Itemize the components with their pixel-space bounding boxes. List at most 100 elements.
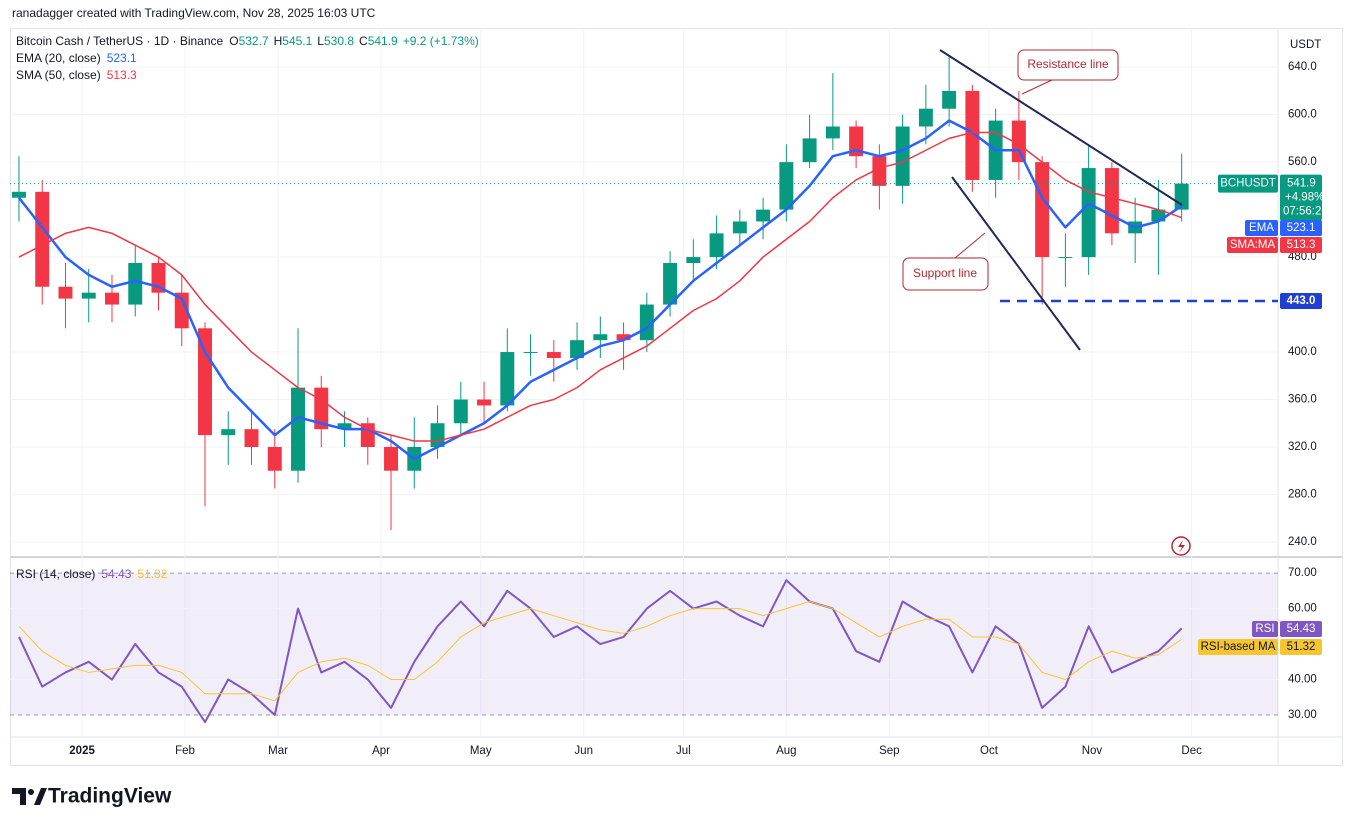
series-value-tag — [1280, 621, 1322, 637]
legend-value: 51.32 — [137, 567, 167, 581]
candle-body — [1174, 183, 1189, 210]
candle-body — [709, 233, 724, 258]
price-tag-change: +4.98% — [1285, 192, 1324, 204]
x-tick-label: Oct — [980, 745, 999, 757]
legend-value: 54.43 — [101, 567, 131, 581]
candle-body — [35, 191, 50, 287]
candle-body — [1081, 168, 1096, 258]
y-tick-label: 560.0 — [1288, 156, 1317, 168]
legend: Bitcoin Cash / TetherUS · 1D · Binance O5… — [16, 34, 479, 581]
price-tag — [1280, 174, 1322, 221]
callout-pointer — [1021, 79, 1053, 95]
y-tick-label: 60.00 — [1288, 603, 1317, 615]
series-tag — [1252, 621, 1278, 637]
ohlc-value: 532.7 — [239, 34, 269, 48]
candle-body — [291, 387, 305, 471]
ohlc-value: 530.8 — [324, 34, 354, 48]
change-value: +9.2 (+1.73%) — [403, 34, 479, 48]
candle-body — [128, 263, 143, 305]
series-line — [18, 579, 1183, 724]
candle-body — [779, 162, 794, 210]
legend-value: 513.3 — [107, 68, 137, 82]
y-tick-label: 70.00 — [1288, 567, 1317, 579]
candle-body — [384, 446, 399, 471]
series-value-tag-label: 54.43 — [1287, 623, 1316, 635]
candle-body — [825, 126, 840, 139]
series-value-tag-label: 523.1 — [1287, 222, 1316, 234]
callout-box — [1017, 49, 1119, 81]
y-tick-label: 400.0 — [1288, 346, 1317, 358]
candle-body — [546, 352, 561, 358]
candle-body — [686, 257, 701, 264]
candle-body — [174, 292, 189, 329]
x-tick-label: Nov — [1082, 745, 1103, 757]
candle-body — [337, 423, 352, 430]
candle-body — [453, 399, 468, 424]
candle-body — [593, 334, 608, 341]
candle-body — [198, 328, 212, 436]
series-value-tag-label: 51.32 — [1287, 641, 1316, 653]
candle-body — [105, 292, 119, 305]
candle-body — [267, 446, 282, 471]
series-tag-name: RSI — [1255, 623, 1274, 635]
ohlc-value: 545.1 — [282, 34, 312, 48]
ohlc-label: L — [317, 34, 324, 48]
series-value-tag — [1280, 237, 1322, 253]
series-tag — [1198, 639, 1278, 655]
x-tick-label: May — [470, 745, 492, 757]
x-tick-label: 2025 — [69, 745, 95, 757]
candle-body — [802, 138, 817, 163]
series-tag — [1227, 237, 1278, 253]
candle-body — [616, 334, 631, 341]
alert-icon[interactable] — [1171, 536, 1191, 556]
price-tag-countdown: 07:56:21 — [1283, 206, 1328, 218]
candle-body — [895, 126, 910, 186]
ohlc-label: O — [229, 34, 238, 48]
legend-entry: EMA (20, close) 523.1 — [16, 51, 137, 65]
candle-body — [756, 209, 771, 222]
candle-body — [1058, 257, 1073, 259]
x-tick-label: Jul — [676, 745, 691, 757]
alert-icon-bolt — [1178, 540, 1185, 553]
series-line — [18, 131, 1182, 442]
x-tick-label: Mar — [268, 745, 288, 757]
logo-icon — [28, 789, 34, 795]
candle-body — [500, 352, 515, 406]
candle-body — [221, 429, 236, 436]
candle-body — [58, 286, 73, 299]
y-tick-label: 320.0 — [1288, 441, 1317, 453]
x-tick-label: Feb — [175, 745, 195, 757]
candle-body — [1035, 162, 1050, 258]
y-tick-label: 360.0 — [1288, 394, 1317, 406]
x-tick-label: Aug — [776, 745, 796, 757]
logo-icon — [12, 788, 26, 805]
legend-name: SMA (50, close) — [16, 68, 101, 82]
candle-body — [942, 90, 957, 109]
x-tick-label: Sep — [879, 745, 899, 757]
candle-body — [663, 263, 678, 305]
candle-body — [244, 429, 259, 447]
callout-box — [902, 257, 989, 291]
ohlc-value: 541.9 — [368, 34, 398, 48]
candle-body — [1011, 120, 1026, 163]
legend-entry: SMA (50, close) 513.3 — [16, 68, 137, 82]
candle-body — [81, 292, 96, 299]
legend-entry: RSI (14, close) 54.43 51.32 — [16, 567, 168, 581]
frame — [10, 28, 1343, 766]
legend-value: 523.1 — [107, 51, 137, 65]
x-tick-label: Jun — [574, 745, 593, 757]
credit: ranadagger created with TradingView.com,… — [12, 6, 376, 20]
candle-body — [1104, 168, 1119, 234]
logo: TradingView — [48, 785, 172, 808]
level-tag-label: 443.0 — [1287, 295, 1316, 307]
candle-body — [11, 191, 26, 198]
candle-body — [965, 90, 980, 180]
y-tick-label: 240.0 — [1288, 536, 1317, 548]
candle-body — [523, 352, 538, 354]
series-value-tag-label: 513.3 — [1287, 239, 1316, 251]
series-tag-name: RSI-based MA — [1201, 641, 1276, 653]
y-tick-label: 480.0 — [1288, 251, 1317, 263]
y-tick-label: 280.0 — [1288, 488, 1317, 500]
